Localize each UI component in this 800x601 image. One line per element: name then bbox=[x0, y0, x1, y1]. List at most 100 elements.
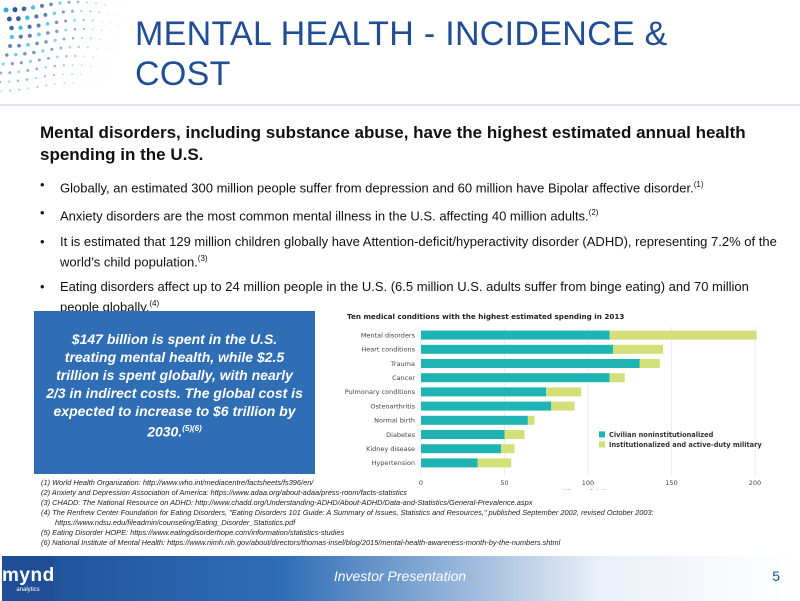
spending-bar-chart: Ten medical conditions with the highest … bbox=[345, 312, 763, 490]
decor-dot bbox=[54, 20, 59, 25]
decor-dot bbox=[67, 0, 71, 4]
callout-text: $147 billion is spent in the U.S. treati… bbox=[46, 331, 303, 440]
decorative-dot-pattern bbox=[0, 0, 130, 93]
decor-dot bbox=[108, 40, 110, 42]
chart-title: Ten medical conditions with the highest … bbox=[347, 312, 624, 321]
decor-dot bbox=[23, 52, 27, 56]
decor-dot bbox=[117, 41, 119, 43]
decor-dot bbox=[92, 56, 95, 59]
decor-dot bbox=[83, 55, 86, 58]
reference-item: (3) CHADD: The National Resource on ADHD… bbox=[41, 498, 533, 507]
decor-dot bbox=[72, 82, 75, 84]
decor-dot bbox=[82, 27, 86, 31]
decor-dot bbox=[80, 9, 83, 13]
decor-dot bbox=[9, 89, 12, 92]
decor-dot bbox=[36, 85, 39, 88]
decor-dot bbox=[109, 22, 112, 24]
decor-dot bbox=[80, 64, 83, 67]
decor-dot bbox=[27, 33, 32, 38]
decor-dot bbox=[7, 80, 11, 83]
decor-dot bbox=[16, 79, 20, 83]
bar-civilian bbox=[421, 344, 614, 354]
legend-swatch bbox=[599, 441, 605, 448]
decor-dot bbox=[14, 52, 18, 57]
decor-dot bbox=[18, 34, 23, 39]
decor-dot bbox=[52, 73, 56, 77]
decor-dot bbox=[94, 2, 98, 5]
decor-dot bbox=[9, 25, 14, 31]
decor-dot bbox=[37, 58, 41, 62]
decor-dot bbox=[27, 87, 30, 90]
decor-dot bbox=[36, 32, 41, 37]
decor-dot bbox=[45, 22, 50, 26]
bullet-item: Eating disorders affect up to 24 million… bbox=[38, 278, 788, 315]
decor-dot bbox=[74, 54, 77, 58]
bullet-item: Globally, an estimated 300 million peopl… bbox=[38, 176, 788, 196]
decor-dot bbox=[5, 53, 9, 57]
bar-institutional bbox=[609, 373, 625, 383]
decor-dot bbox=[70, 9, 74, 13]
decor-dot bbox=[62, 64, 65, 67]
decor-dot bbox=[50, 47, 54, 51]
decor-dot bbox=[8, 44, 12, 48]
decor-dot bbox=[63, 82, 66, 85]
decor-dot bbox=[53, 64, 57, 68]
bar-civilian bbox=[421, 415, 528, 425]
decor-dot bbox=[107, 12, 110, 15]
page-title: MENTAL HEALTH - INCIDENCE & COST bbox=[135, 15, 668, 93]
decor-dot bbox=[101, 58, 104, 60]
decor-dot bbox=[119, 32, 121, 34]
decor-dot bbox=[0, 89, 3, 93]
decor-dot bbox=[71, 73, 74, 75]
cost-callout-box: $147 billion is spent in the U.S. treati… bbox=[34, 311, 315, 474]
decor-dot bbox=[89, 65, 92, 68]
bar-institutional bbox=[504, 430, 525, 439]
decor-dot bbox=[16, 16, 21, 22]
decor-dot bbox=[25, 78, 29, 81]
decor-dot bbox=[46, 56, 50, 60]
decor-dot bbox=[73, 18, 77, 22]
reference-item: (6) National Institute of Mental Health:… bbox=[41, 538, 561, 547]
decor-dot bbox=[49, 2, 53, 7]
bar-civilian bbox=[421, 430, 505, 439]
decor-dot bbox=[0, 80, 2, 84]
y-tick-label: Trauma bbox=[390, 360, 415, 368]
x-tick-label: 100 bbox=[582, 479, 594, 487]
x-tick-label: 50 bbox=[500, 479, 508, 487]
bar-civilian bbox=[421, 330, 610, 340]
y-tick-label: Osteoarthritis bbox=[370, 402, 415, 410]
decor-dot bbox=[25, 15, 30, 21]
decor-dot bbox=[118, 23, 121, 25]
decor-dot bbox=[10, 62, 14, 66]
bar-institutional bbox=[501, 444, 515, 454]
y-tick-label: Cancer bbox=[392, 374, 415, 382]
decor-dot bbox=[6, 16, 12, 22]
bar-institutional bbox=[527, 415, 535, 425]
decor-dot bbox=[35, 41, 39, 46]
decor-dot bbox=[35, 67, 39, 71]
decor-dot bbox=[1, 62, 5, 66]
decor-dot bbox=[46, 31, 50, 35]
decor-dot bbox=[17, 70, 21, 74]
decor-dot bbox=[18, 88, 21, 91]
decor-dot bbox=[55, 29, 59, 33]
page-number: 5 bbox=[772, 568, 780, 584]
decor-dot bbox=[34, 14, 39, 19]
reference-item: (5) Eating Disorder HOPE: https://www.ea… bbox=[41, 528, 345, 537]
decor-dot bbox=[110, 59, 112, 61]
decor-dot bbox=[18, 25, 23, 30]
bar-institutional bbox=[551, 401, 575, 411]
decor-dot bbox=[17, 43, 21, 48]
decor-dot bbox=[98, 11, 101, 14]
reference-item-continued: https://www.ndsu.edu/fileadmin/counselin… bbox=[55, 518, 296, 527]
bar-civilian bbox=[421, 387, 547, 397]
decor-dot bbox=[61, 10, 66, 14]
decor-dot bbox=[26, 68, 30, 72]
x-tick-label: 200 bbox=[749, 479, 761, 487]
references-list: (1) World Health Organization: http://ww… bbox=[41, 478, 781, 548]
decor-dot bbox=[113, 5, 115, 8]
y-tick-label: Diabetes bbox=[386, 431, 415, 439]
decor-dot bbox=[3, 7, 9, 13]
decor-dot bbox=[82, 18, 85, 22]
decor-dot bbox=[53, 38, 57, 42]
